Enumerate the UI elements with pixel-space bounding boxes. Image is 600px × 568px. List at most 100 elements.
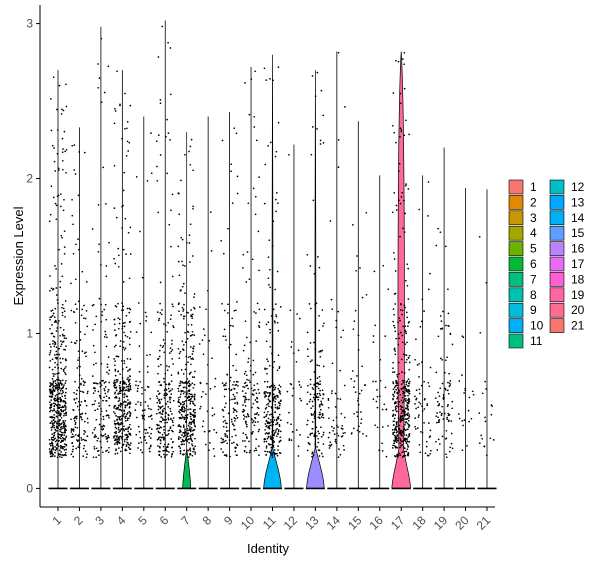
data-point (385, 408, 388, 411)
data-point (103, 308, 106, 311)
data-point (139, 449, 142, 451)
data-point (470, 417, 473, 420)
data-point (392, 367, 394, 370)
data-point (54, 361, 56, 364)
data-point (223, 328, 226, 331)
data-point (376, 426, 379, 429)
data-point (402, 386, 405, 388)
data-point (316, 71, 319, 74)
data-point (77, 300, 80, 303)
data-point (74, 380, 76, 383)
data-point (165, 389, 168, 391)
data-point (189, 448, 191, 451)
data-point (436, 400, 439, 403)
data-point (183, 426, 185, 428)
data-point (190, 439, 193, 441)
data-point (105, 410, 108, 412)
data-point (118, 435, 121, 438)
data-point (265, 447, 268, 449)
data-point (49, 327, 51, 330)
data-point (56, 129, 59, 131)
data-point (403, 63, 405, 66)
violin-group (477, 189, 497, 490)
data-point (394, 292, 397, 295)
data-point (235, 309, 237, 312)
data-point (148, 426, 151, 429)
data-point (392, 414, 394, 417)
data-point (144, 389, 146, 391)
data-point (231, 442, 233, 445)
data-point (137, 447, 139, 449)
data-point (60, 113, 63, 115)
data-point (271, 431, 274, 434)
data-point (50, 429, 53, 431)
data-point (275, 150, 278, 153)
data-point (400, 429, 403, 432)
data-point (264, 396, 266, 398)
data-point (73, 144, 76, 146)
data-point (213, 413, 216, 416)
data-point (178, 274, 181, 277)
data-point (245, 416, 248, 418)
data-point (268, 451, 271, 453)
data-point (168, 429, 171, 432)
data-point (313, 371, 316, 373)
data-point (182, 390, 184, 392)
legend-item: 5 (508, 241, 537, 256)
data-point (82, 391, 85, 394)
data-point (184, 265, 186, 267)
data-point (272, 308, 275, 311)
data-point (230, 163, 233, 166)
data-point (309, 383, 312, 386)
data-point (115, 448, 117, 451)
data-point (126, 412, 129, 414)
data-point (317, 256, 319, 258)
data-point (129, 368, 131, 370)
data-point (248, 451, 251, 454)
data-point (286, 390, 289, 393)
data-point (306, 449, 309, 452)
data-point (114, 396, 116, 399)
legend-label: 4 (530, 226, 537, 240)
data-point (80, 439, 83, 441)
data-point (125, 386, 128, 388)
data-point (189, 355, 192, 358)
data-point (256, 412, 259, 414)
data-point (269, 391, 271, 394)
data-point (230, 418, 233, 421)
data-point (166, 118, 168, 121)
data-point (272, 421, 275, 423)
data-point (126, 378, 129, 381)
data-point (51, 442, 54, 445)
data-point (276, 369, 279, 372)
data-point (405, 398, 407, 400)
data-point (319, 413, 322, 416)
data-point (129, 414, 132, 416)
data-point (58, 419, 61, 421)
data-point (178, 435, 180, 438)
data-point (55, 321, 58, 323)
data-point (405, 407, 407, 410)
data-point (148, 447, 151, 450)
data-point (316, 435, 318, 437)
data-point (308, 443, 311, 446)
data-point (61, 168, 64, 171)
data-point (399, 415, 402, 417)
data-point (169, 401, 172, 404)
data-point (449, 384, 452, 386)
data-point (244, 395, 246, 398)
data-point (211, 357, 213, 360)
legend-item: 6 (508, 256, 537, 272)
data-point (61, 137, 64, 140)
data-point (406, 448, 409, 451)
data-point (81, 350, 84, 352)
data-point (101, 380, 103, 382)
data-point (108, 404, 111, 407)
data-point (398, 389, 400, 392)
data-point (96, 382, 99, 385)
data-point (107, 388, 110, 391)
data-point (403, 231, 406, 233)
data-point (179, 403, 182, 406)
data-point (57, 436, 59, 438)
data-point (139, 404, 142, 406)
